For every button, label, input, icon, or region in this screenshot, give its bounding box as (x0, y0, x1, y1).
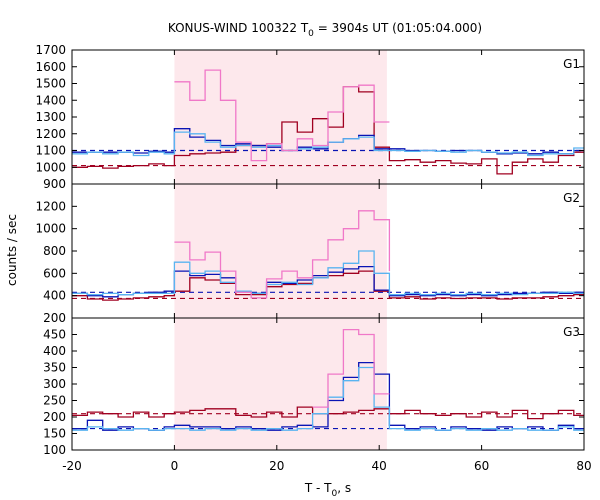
panel-label: G3 (563, 325, 580, 339)
y-tick-label: 100 (43, 443, 66, 457)
highlight-region (174, 50, 387, 184)
y-tick-label: 1200 (35, 199, 66, 213)
y-tick-label: 250 (43, 394, 66, 408)
panel-g3: 100 150 200 250 300 350 400 450 G3 (43, 317, 585, 457)
y-tick-label: 600 (43, 266, 66, 280)
x-axis-label-main: T - T (304, 481, 332, 495)
x-tick-label: -20 (62, 459, 82, 473)
chart-title: KONUS-WIND 100322 T0 = 3904s UT (01:05:0… (168, 21, 482, 39)
y-tick-label: 200 (43, 311, 66, 325)
panel-label: G2 (563, 191, 580, 205)
highlight-region (174, 184, 387, 318)
series-line-light-blue (72, 250, 584, 296)
series-line-pink (174, 69, 390, 162)
y-tick-label: 200 (43, 410, 66, 424)
chart-title-subscript: 0 (308, 29, 314, 39)
panel-g2: 200 400 600 800 1000 1200 G2 (35, 183, 585, 325)
y-tick-label: 1700 (35, 43, 66, 57)
series-line-light-blue (72, 131, 584, 157)
y-tick-label: 150 (43, 427, 66, 441)
panel-label: G1 (563, 57, 580, 71)
chart-title-rest: = 3904s UT (01:05:04.000) (314, 21, 482, 35)
y-tick-label: 450 (43, 328, 66, 342)
y-tick-label: 350 (43, 361, 66, 375)
y-tick-label: 1000 (35, 160, 66, 174)
chart-title-main: KONUS-WIND 100322 T (168, 21, 309, 35)
x-axis-label-subscript: 0 (332, 489, 338, 499)
y-tick-label: 1300 (35, 110, 66, 124)
series-line-pink (312, 328, 390, 408)
series-line-pink (174, 210, 391, 299)
panel-g1: 900 1000 1100 1200 1300 1400 1500 1600 1700 G1 (35, 43, 585, 191)
x-axis-label-rest: , s (337, 481, 351, 495)
y-tick-label: 1500 (35, 77, 66, 91)
x-tick-label: 0 (171, 459, 179, 473)
y-axis-label: counts / sec (5, 214, 19, 286)
x-tick-label: 40 (372, 459, 387, 473)
y-tick-label: 1000 (35, 222, 66, 236)
x-tick-label: 80 (576, 459, 591, 473)
y-tick-label: 1600 (35, 60, 66, 74)
y-tick-label: 400 (43, 289, 66, 303)
y-tick-label: 300 (43, 377, 66, 391)
x-tick-label: 20 (269, 459, 284, 473)
y-tick-label: 400 (43, 344, 66, 358)
y-tick-label: 1100 (35, 144, 66, 158)
y-tick-label: 800 (43, 244, 66, 258)
svg-text:KONUS-WIND 100322 T0 = 3904s U: KONUS-WIND 100322 T0 = 3904s UT (01:05:0… (168, 21, 482, 39)
y-tick-label: 900 (43, 177, 66, 191)
x-axis-label: T - T0, s (304, 481, 351, 499)
series-line-dark-red (72, 406, 584, 420)
y-tick-label: 1400 (35, 93, 66, 107)
plot-area: 90010001100120013001400150016001700G1200… (35, 43, 591, 473)
x-tick-label: 60 (474, 459, 489, 473)
svg-text:T - T0, s: T - T0, s (304, 481, 351, 499)
y-tick-label: 1200 (35, 127, 66, 141)
